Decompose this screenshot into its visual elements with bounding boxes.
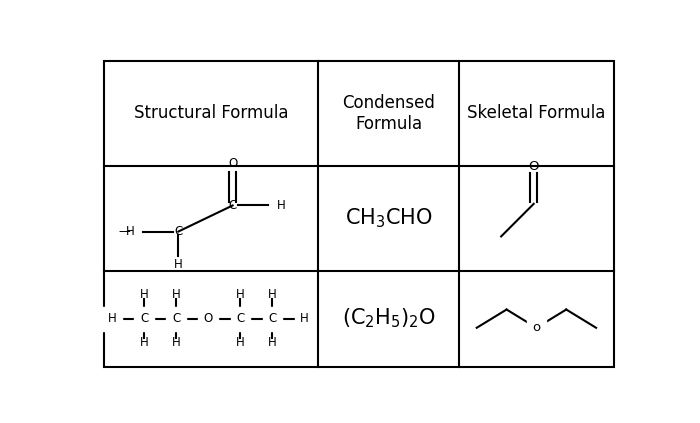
Text: H: H: [300, 312, 309, 325]
Text: H: H: [108, 312, 116, 325]
Text: H: H: [172, 336, 181, 349]
Text: H: H: [126, 225, 134, 238]
Text: C: C: [236, 312, 244, 325]
Text: H: H: [236, 288, 245, 301]
Text: H: H: [268, 288, 277, 301]
Text: C: C: [174, 225, 183, 238]
Text: C: C: [172, 312, 180, 325]
Text: C: C: [140, 312, 148, 325]
Text: o: o: [533, 321, 540, 334]
Text: H: H: [139, 336, 148, 349]
Text: O: O: [204, 312, 213, 325]
Text: H: H: [268, 336, 277, 349]
Text: C: C: [268, 312, 277, 325]
Text: H: H: [174, 258, 183, 271]
Text: H: H: [236, 336, 245, 349]
Text: C: C: [228, 199, 237, 212]
Text: H: H: [139, 288, 148, 301]
Text: Skeletal Formula: Skeletal Formula: [467, 104, 606, 123]
Text: —: —: [119, 225, 130, 238]
Text: (C$_2$H$_5$)$_2$O: (C$_2$H$_5$)$_2$O: [342, 307, 435, 330]
Text: CH$_3$CHO: CH$_3$CHO: [344, 207, 433, 230]
Text: Condensed
Formula: Condensed Formula: [342, 94, 435, 133]
Text: O: O: [228, 157, 237, 170]
Text: H: H: [276, 199, 286, 212]
Text: Structural Formula: Structural Formula: [134, 104, 288, 123]
Text: O: O: [528, 159, 539, 173]
Text: H: H: [172, 288, 181, 301]
